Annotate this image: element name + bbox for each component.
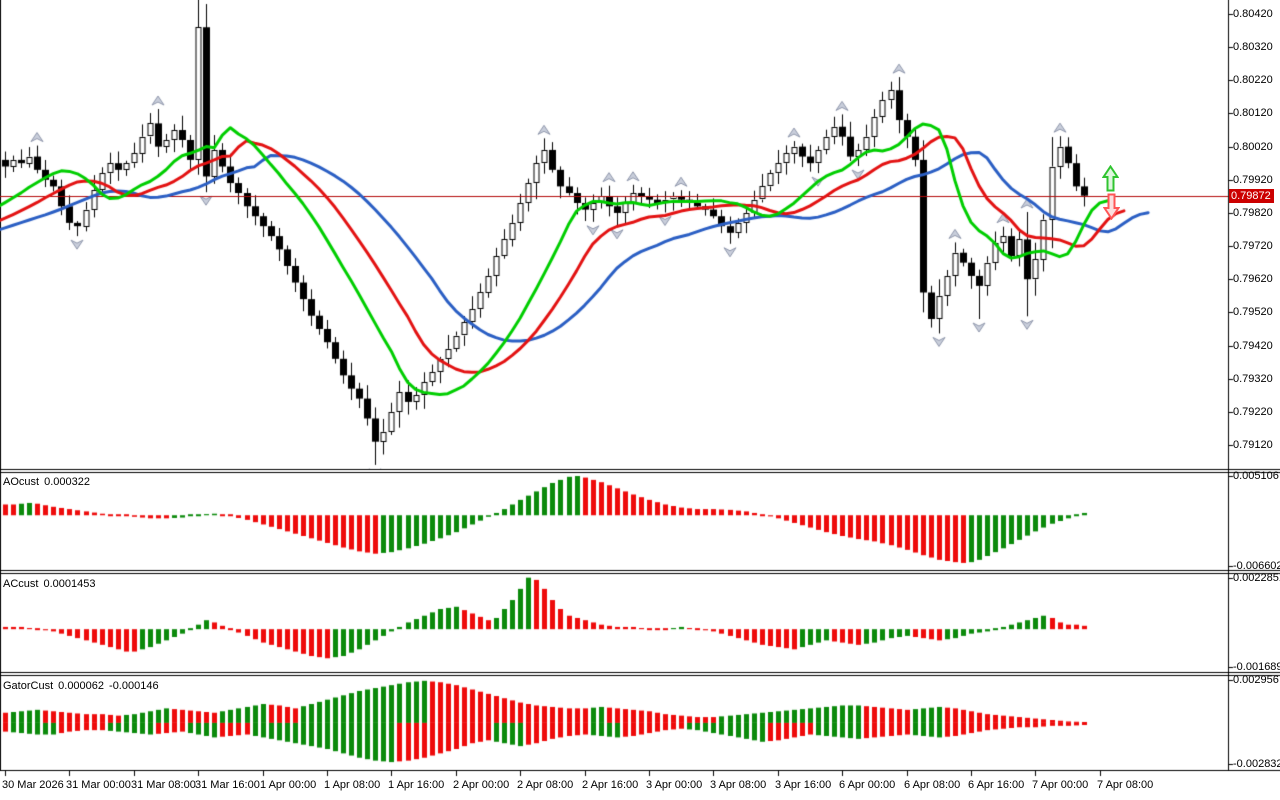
ac-indicator-name: ACcust [3,578,39,590]
time-axis-label: 31 Mar 08:00 [131,779,196,791]
buy-signal-arrow [1102,165,1119,192]
price-axis-label: 0.80120 [1233,107,1273,119]
time-axis-label: 3 Apr 16:00 [775,779,832,791]
time-axis-label: 7 Apr 00:00 [1032,779,1089,791]
time-axis-label: 6 Apr 16:00 [968,779,1025,791]
time-axis-label: 2 Apr 00:00 [453,779,510,791]
ac-indicator-value: 0.0001453 [43,578,96,590]
ao-indicator-name: AOcust [3,476,40,488]
pane-scale-label: -0.0016896 [1233,661,1280,673]
price-axis-label: 0.79420 [1233,340,1273,352]
gator-indicator-name: GatorCust [3,680,54,692]
price-axis-label: 0.79720 [1233,240,1273,252]
price-axis-label: 0.79920 [1233,174,1273,186]
price-axis-label: 0.80420 [1233,8,1273,20]
time-axis-label: 1 Apr 00:00 [260,779,317,791]
time-axis-label: 2 Apr 08:00 [517,779,574,791]
ao-indicator-value: 0.000322 [44,476,90,488]
price-axis-label: 0.79320 [1233,373,1273,385]
price-axis-label: 0.79620 [1233,273,1273,285]
price-axis-label: 0.80320 [1233,41,1273,53]
time-axis-label: 1 Apr 16:00 [388,779,445,791]
time-axis-label: 3 Apr 00:00 [646,779,703,791]
pane-scale-label: -0.002832 [1233,758,1280,770]
price-axis-label: 0.79820 [1233,207,1273,219]
time-axis-label: 1 Apr 08:00 [324,779,381,791]
ao-pane-title: AOcust 0.000322 [3,476,90,488]
current-price-tag: 0.79872 [1229,189,1274,203]
price-axis-label: 0.80020 [1233,141,1273,153]
time-axis-label: 2 Apr 16:00 [582,779,639,791]
time-axis-label: 31 Mar 00:00 [66,779,131,791]
price-axis-label: 0.80220 [1233,74,1273,86]
time-axis-label: 30 Mar 2026 [2,779,64,791]
price-axis-label: 0.79120 [1233,439,1273,451]
time-axis-label: 3 Apr 08:00 [710,779,767,791]
time-axis-label: 6 Apr 00:00 [839,779,896,791]
sell-signal-arrow [1103,193,1120,220]
pane-scale-label: 0.0022851 [1233,572,1280,584]
time-axis-label: 6 Apr 08:00 [904,779,961,791]
pane-scale-label: 0.002956 [1233,674,1279,686]
gator-indicator-value1: 0.000062 [58,680,105,692]
price-axis-label: 0.79520 [1233,306,1273,318]
time-axis-label: 31 Mar 16:00 [195,779,260,791]
gator-indicator-value2: -0.000146 [109,680,159,692]
gator-pane-title: GatorCust 0.000062 -0.000146 [3,680,159,692]
ac-pane-title: ACcust 0.0001453 [3,578,95,590]
pane-scale-label: 0.005106 [1233,470,1279,482]
time-axis-label: 7 Apr 08:00 [1097,779,1154,791]
pane-scale-label: -0.006602 [1233,560,1280,572]
price-axis-label: 0.79220 [1233,406,1273,418]
